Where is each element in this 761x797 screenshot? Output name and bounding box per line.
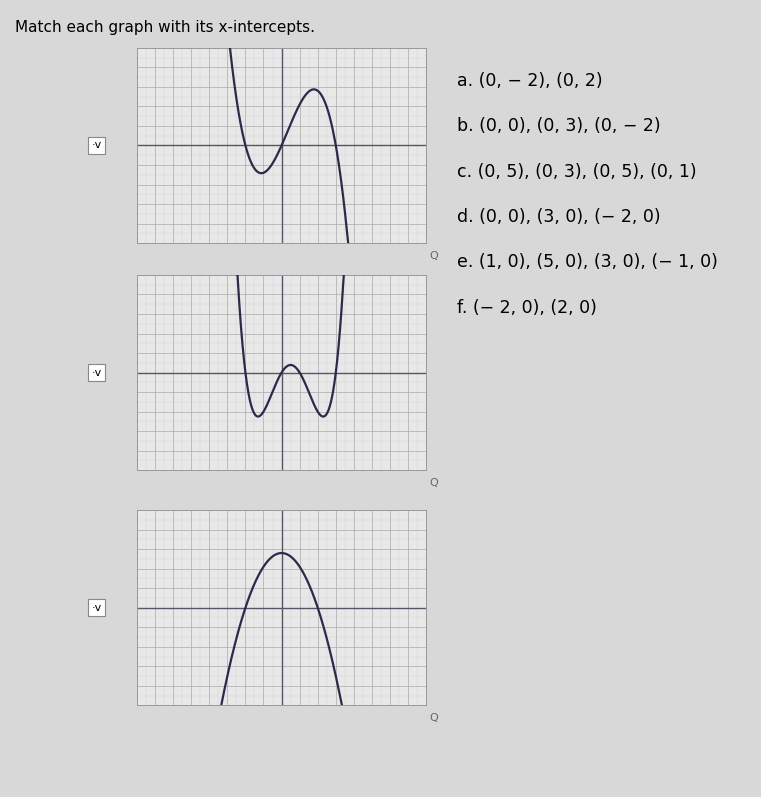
Text: Match each graph with its x-intercepts.: Match each graph with its x-intercepts. [15, 20, 315, 35]
Text: Q: Q [429, 251, 438, 261]
Text: Q: Q [429, 478, 438, 488]
Text: a. (0, − 2), (0, 2): a. (0, − 2), (0, 2) [457, 72, 602, 90]
Text: Q: Q [429, 713, 438, 723]
Text: c. (0, 5), (0, 3), (0, 5), (0, 1): c. (0, 5), (0, 3), (0, 5), (0, 1) [457, 163, 696, 181]
Text: ·v: ·v [91, 603, 102, 613]
Text: d. (0, 0), (3, 0), (− 2, 0): d. (0, 0), (3, 0), (− 2, 0) [457, 208, 661, 226]
Text: e. (1, 0), (5, 0), (3, 0), (− 1, 0): e. (1, 0), (5, 0), (3, 0), (− 1, 0) [457, 253, 718, 272]
Text: ·v: ·v [91, 140, 102, 151]
Text: b. (0, 0), (0, 3), (0, − 2): b. (0, 0), (0, 3), (0, − 2) [457, 117, 661, 135]
Text: ·v: ·v [91, 367, 102, 378]
Text: f. (− 2, 0), (2, 0): f. (− 2, 0), (2, 0) [457, 299, 597, 317]
